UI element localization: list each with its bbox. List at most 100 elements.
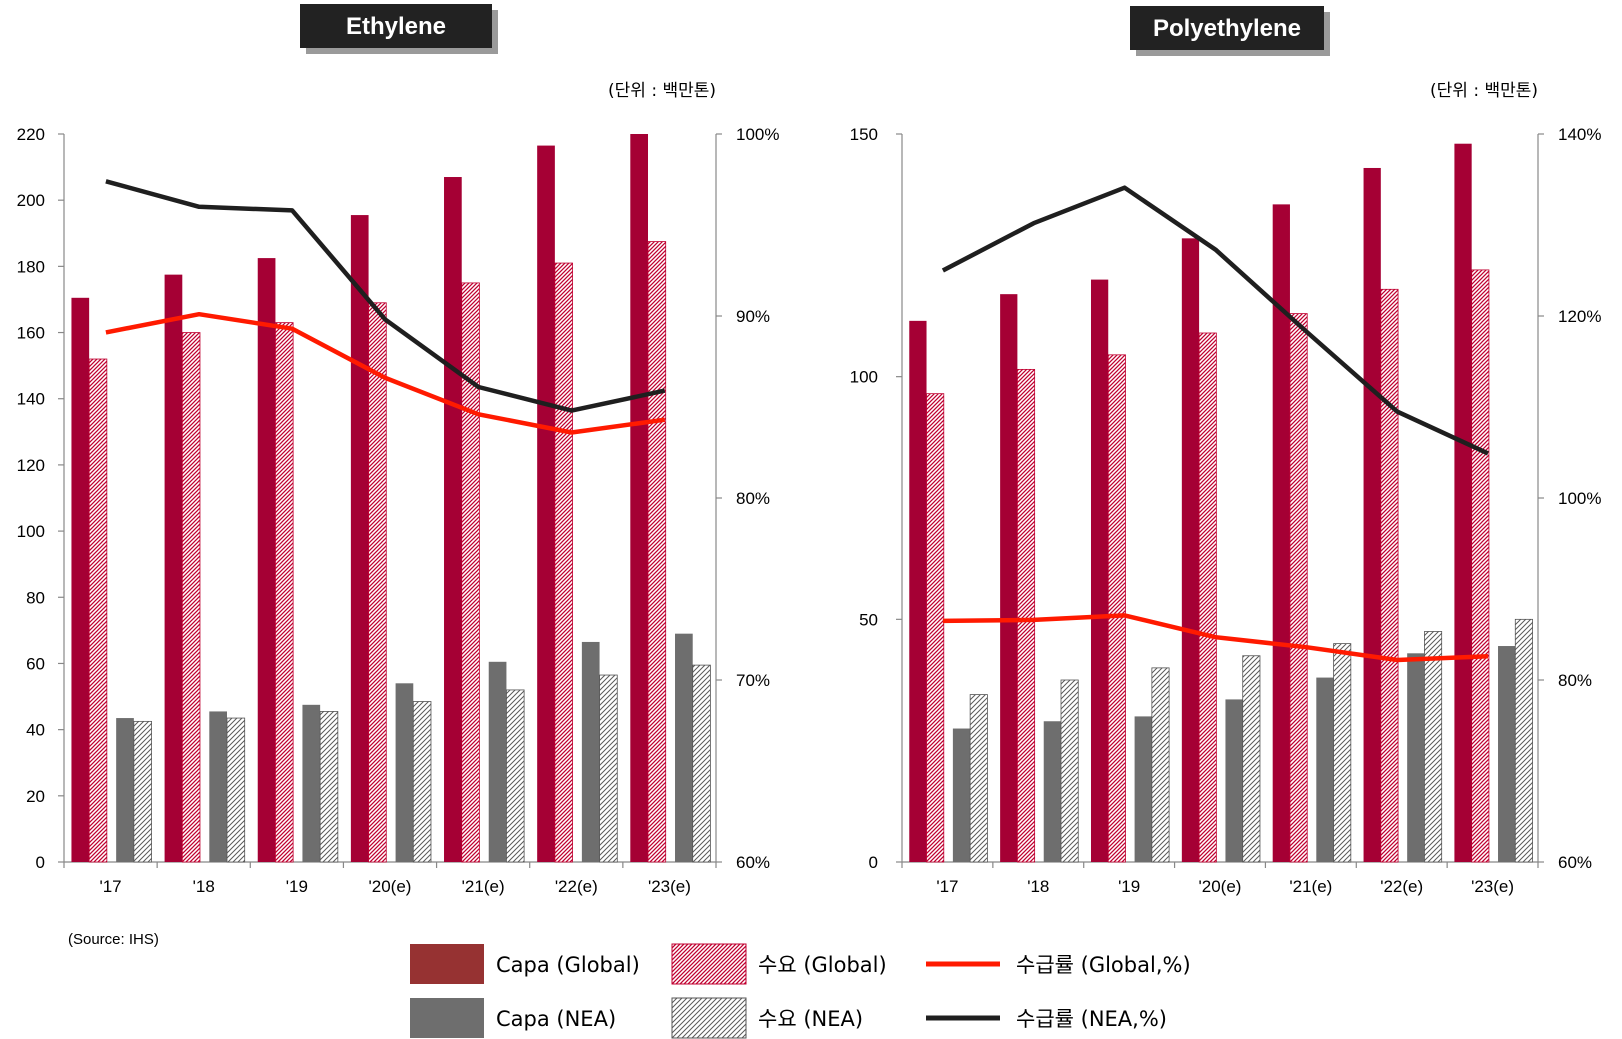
left-tick-label: 40 — [26, 721, 45, 740]
left-tick-label: 50 — [859, 610, 878, 629]
demand-nea-bar — [1151, 667, 1170, 863]
ethylene-bars — [71, 134, 711, 863]
capa-global-bar — [537, 145, 555, 863]
demand-global-bar — [275, 322, 294, 863]
demand-nea-bar — [1424, 631, 1443, 863]
left-tick-label: 0 — [36, 853, 45, 872]
polyethylene-lines — [941, 185, 1489, 663]
capa-global-bar — [1454, 143, 1472, 862]
source-note: (Source: IHS) — [68, 931, 159, 948]
capa-global-bar — [1181, 238, 1200, 862]
capa-nea-bar — [581, 641, 600, 862]
demand-global-bar — [647, 241, 667, 863]
right-tick-label: 70% — [736, 671, 770, 690]
category-label: '20(e) — [1199, 877, 1242, 896]
capa-nea-bar — [302, 704, 321, 862]
left-tick-label: 100 — [17, 522, 45, 541]
capa-nea-bar — [488, 661, 507, 862]
ratio-nea-line — [941, 185, 1489, 456]
polyethylene-bars — [909, 143, 1533, 863]
demand-nea-bar — [226, 717, 246, 863]
demand-global-bar — [554, 262, 573, 863]
capa-nea-bar — [675, 633, 693, 862]
right-tick-label: 80% — [736, 489, 770, 508]
category-label: '21(e) — [462, 877, 505, 896]
capa-nea-bar — [1043, 721, 1061, 862]
demand-global-bar — [1380, 288, 1399, 863]
capa-nea-bar — [1407, 653, 1425, 862]
category-label: '19 — [286, 877, 308, 896]
demand-global-bar — [926, 393, 945, 863]
left-tick-label: 20 — [26, 787, 45, 806]
demand-nea-bar — [1333, 643, 1352, 863]
ratio-nea-line — [105, 179, 666, 413]
polyethylene-labels: 0 50 100 150 60% 80% 100% 120% 140% '17 '18 '19 '20(… — [850, 125, 1602, 896]
right-tick-label: 90% — [736, 307, 770, 326]
demand-global-bar — [1471, 269, 1490, 863]
ethylene-labels: 0 20 40 60 80 100 120 140 160 180 200 220 60% 70% 80% 9… — [17, 125, 780, 896]
left-tick-label: 160 — [17, 324, 45, 343]
left-tick-label: 120 — [17, 456, 45, 475]
category-label: '23(e) — [648, 877, 691, 896]
ratio-global-line — [105, 311, 666, 435]
capa-global-bar — [1272, 204, 1290, 862]
left-tick-label: 80 — [26, 588, 45, 607]
polyethylene-title-box: Polyethylene — [1130, 6, 1330, 56]
capa-global-bar — [909, 320, 927, 862]
legend-swatch-capa-nea — [410, 998, 484, 1038]
legend-swatch-demand-global — [671, 943, 747, 985]
ethylene-chart: Ethylene (단위 : 백만톤) 0 20 40 60 80 100 120 140 16… — [17, 4, 780, 896]
ethylene-title-box: Ethylene — [300, 4, 498, 54]
legend-label: Capa (Global) — [496, 953, 640, 977]
demand-nea-bar — [412, 701, 432, 863]
capa-nea-bar — [116, 718, 134, 862]
legend-label: 수요 (Global) — [758, 953, 887, 977]
category-label: '18 — [193, 877, 215, 896]
left-tick-label: 140 — [17, 390, 45, 409]
polyethylene-unit-label: (단위 : 백만톤) — [1430, 81, 1538, 101]
polyethylene-title: Polyethylene — [1153, 15, 1301, 42]
right-tick-label: 140% — [1558, 125, 1601, 144]
legend-swatch-demand-nea — [671, 997, 747, 1039]
category-label: '18 — [1027, 877, 1049, 896]
legend: Capa (Global) 수요 (Global) 수급률 (Global,%) Ca… — [410, 943, 1191, 1039]
polyethylene-chart: Polyethylene (단위 : 백만톤) 0 50 100 150 60% 80% 1… — [850, 6, 1602, 896]
ethylene-axes — [58, 133, 722, 868]
right-tick-label: 60% — [736, 853, 770, 872]
capa-nea-bar — [1225, 699, 1243, 862]
right-tick-label: 100% — [1558, 489, 1601, 508]
demand-nea-bar — [319, 711, 339, 863]
category-label: '22(e) — [1380, 877, 1423, 896]
demand-nea-bar — [599, 674, 618, 863]
left-tick-label: 180 — [17, 257, 45, 276]
demand-nea-bar — [692, 664, 711, 863]
right-tick-label: 60% — [1558, 853, 1592, 872]
capa-nea-bar — [395, 683, 414, 862]
category-label: '23(e) — [1471, 877, 1514, 896]
capa-global-bar — [1000, 294, 1018, 862]
legend-label: Capa (NEA) — [496, 1007, 616, 1031]
ethylene-title: Ethylene — [346, 13, 446, 40]
left-tick-label: 100 — [850, 368, 878, 387]
legend-label: 수급률 (NEA,%) — [1016, 1007, 1167, 1031]
category-label: '20(e) — [369, 877, 412, 896]
category-label: '22(e) — [555, 877, 598, 896]
left-tick-label: 220 — [17, 125, 45, 144]
demand-global-bar — [1198, 332, 1217, 863]
category-label: '17 — [936, 877, 958, 896]
legend-label: 수요 (NEA) — [758, 1007, 863, 1031]
left-tick-label: 200 — [17, 191, 45, 210]
category-label: '17 — [99, 877, 121, 896]
category-label: '21(e) — [1289, 877, 1332, 896]
demand-global-bar — [1107, 354, 1126, 863]
capa-nea-bar — [209, 711, 227, 862]
left-tick-label: 150 — [850, 125, 878, 144]
right-tick-label: 100% — [736, 125, 779, 144]
capa-global-bar — [164, 274, 183, 862]
capa-global-bar — [1363, 167, 1381, 862]
capa-nea-bar — [1134, 716, 1152, 862]
capa-global-bar — [350, 215, 369, 862]
category-label: '19 — [1118, 877, 1140, 896]
capa-global-bar — [1090, 279, 1109, 863]
